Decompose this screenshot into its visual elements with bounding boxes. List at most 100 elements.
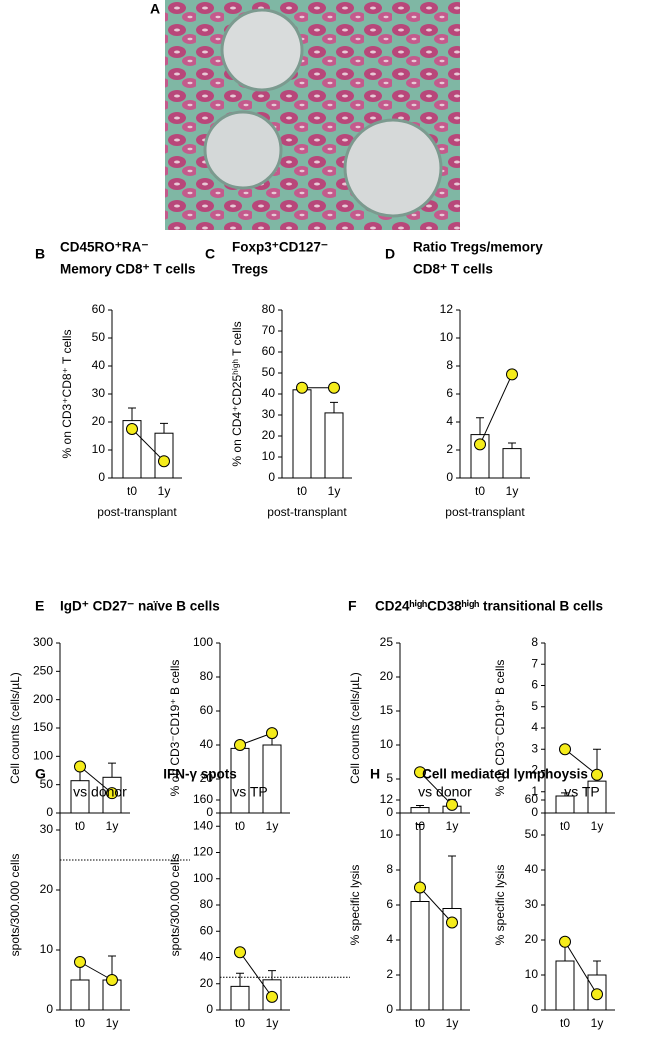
chart-subtitle: vs TP — [232, 784, 268, 800]
patient-point — [74, 956, 86, 968]
patient-line — [564, 941, 598, 995]
chart-title: CD45RO⁺RA⁻ — [60, 240, 149, 255]
y-tick-label: 50 — [40, 777, 54, 791]
y-tick-label: 60 — [92, 302, 106, 316]
patient-line — [79, 766, 113, 794]
y-tick-label: 3 — [531, 741, 538, 755]
y-tick-label: 20 — [200, 976, 214, 990]
chart-title: Ratio Tregs/memory — [413, 240, 543, 255]
y-axis-label: Cell counts (cells/µL) — [348, 672, 362, 784]
y-tick-label: 25 — [380, 635, 394, 649]
y-tick-label: 10 — [525, 967, 539, 981]
error-bar — [160, 422, 168, 434]
x-tick-label: t0 — [235, 1016, 245, 1030]
y-tick-label: 40 — [200, 950, 214, 964]
error-bar — [108, 762, 116, 778]
y-tick-label: 60 — [200, 923, 214, 937]
patient-point — [266, 990, 278, 1003]
y-tick-label: 6 — [386, 897, 393, 911]
chart-subtitle: vs TP — [564, 784, 600, 800]
y-tick-label: 5 — [531, 699, 538, 713]
patient-point — [559, 743, 571, 756]
y-tick-label: 0 — [46, 1002, 53, 1016]
x-axis-label: post-transplant — [97, 505, 177, 519]
histology-image — [165, 0, 460, 230]
y-tick-label: 80 — [262, 302, 276, 316]
bar — [555, 960, 575, 1011]
bar — [262, 744, 282, 814]
y-axis-label: % on CD3⁺CD8⁺ T cells — [60, 330, 74, 459]
y-tick-label: 20 — [200, 771, 214, 785]
y-tick-label: 4 — [386, 932, 393, 946]
x-tick-label: t0 — [75, 1016, 85, 1030]
patient-point — [591, 768, 603, 781]
y-tick-label: 8 — [446, 358, 453, 372]
y-tick-label: 40 — [92, 358, 106, 372]
x-tick-label: t0 — [415, 1016, 425, 1030]
y-tick-label: 5 — [386, 771, 393, 785]
y-tick-label: 100 — [193, 635, 213, 649]
y-tick-label: 0 — [206, 805, 213, 819]
patient-point — [74, 760, 86, 773]
y-axis-label: % on CD4⁺CD25ʰⁱᵍʰ T cells — [230, 321, 244, 466]
y-tick-label: 0 — [386, 1002, 393, 1016]
y-tick-label: 200 — [33, 692, 53, 706]
y-tick-label: 12 — [380, 792, 394, 806]
y-tick-label: 20 — [380, 669, 394, 683]
y-tick-label: 40 — [525, 862, 539, 876]
x-tick-label: t0 — [235, 819, 245, 833]
bar — [410, 807, 430, 814]
panel-label: C — [205, 246, 215, 262]
patient-point — [446, 916, 458, 929]
y-tick-label: 12 — [440, 302, 454, 316]
y-tick-label: 40 — [262, 386, 276, 400]
y-tick-label: 8 — [531, 635, 538, 649]
patient-point — [234, 946, 246, 959]
y-tick-label: 160 — [193, 792, 213, 806]
y-tick-label: 0 — [386, 805, 393, 819]
chart-title: Memory CD8⁺ T cells — [60, 262, 195, 277]
patient-line — [564, 748, 598, 776]
patient-point — [414, 881, 426, 894]
y-tick-label: 80 — [200, 669, 214, 683]
y-tick-label: 8 — [386, 862, 393, 876]
x-tick-label: t0 — [560, 819, 570, 833]
patient-point — [158, 455, 170, 468]
y-tick-label: 250 — [33, 664, 53, 678]
y-tick-label: 2 — [531, 763, 538, 777]
patient-point — [559, 935, 571, 948]
patient-point — [474, 438, 486, 451]
error-bar — [416, 805, 424, 808]
y-tick-label: 7 — [531, 656, 538, 670]
patient-line — [239, 951, 273, 998]
error-bar — [128, 407, 136, 421]
bar — [324, 412, 344, 479]
y-tick-label: 40 — [200, 737, 214, 751]
y-tick-label: 20 — [92, 414, 106, 428]
x-tick-label: 1y — [266, 819, 279, 833]
y-axis-label: Cell counts (cells/µL) — [8, 672, 22, 784]
x-tick-label: 1y — [328, 484, 341, 498]
bar — [410, 901, 430, 1011]
y-tick-label: 20 — [40, 882, 54, 896]
patient-line — [131, 428, 165, 462]
x-tick-label: 1y — [106, 819, 119, 833]
y-tick-label: 0 — [206, 1002, 213, 1016]
patient-point — [266, 727, 278, 740]
patient-point — [446, 798, 458, 811]
error-bar — [448, 855, 456, 909]
y-tick-label: 10 — [262, 449, 276, 463]
chart-title: IgD⁺ CD27⁻ naïve B cells — [60, 599, 220, 614]
y-tick-label: 100 — [193, 871, 213, 885]
error-bar — [561, 792, 569, 796]
patient-line — [479, 374, 513, 445]
y-tick-label: 140 — [193, 818, 213, 832]
patient-line — [419, 887, 453, 923]
patient-point — [591, 988, 603, 1001]
y-tick-label: 4 — [446, 414, 453, 428]
x-tick-label: t0 — [475, 484, 485, 498]
bar — [70, 979, 90, 1011]
y-tick-label: 80 — [200, 897, 214, 911]
error-bar — [593, 960, 601, 975]
y-tick-label: 2 — [446, 442, 453, 456]
